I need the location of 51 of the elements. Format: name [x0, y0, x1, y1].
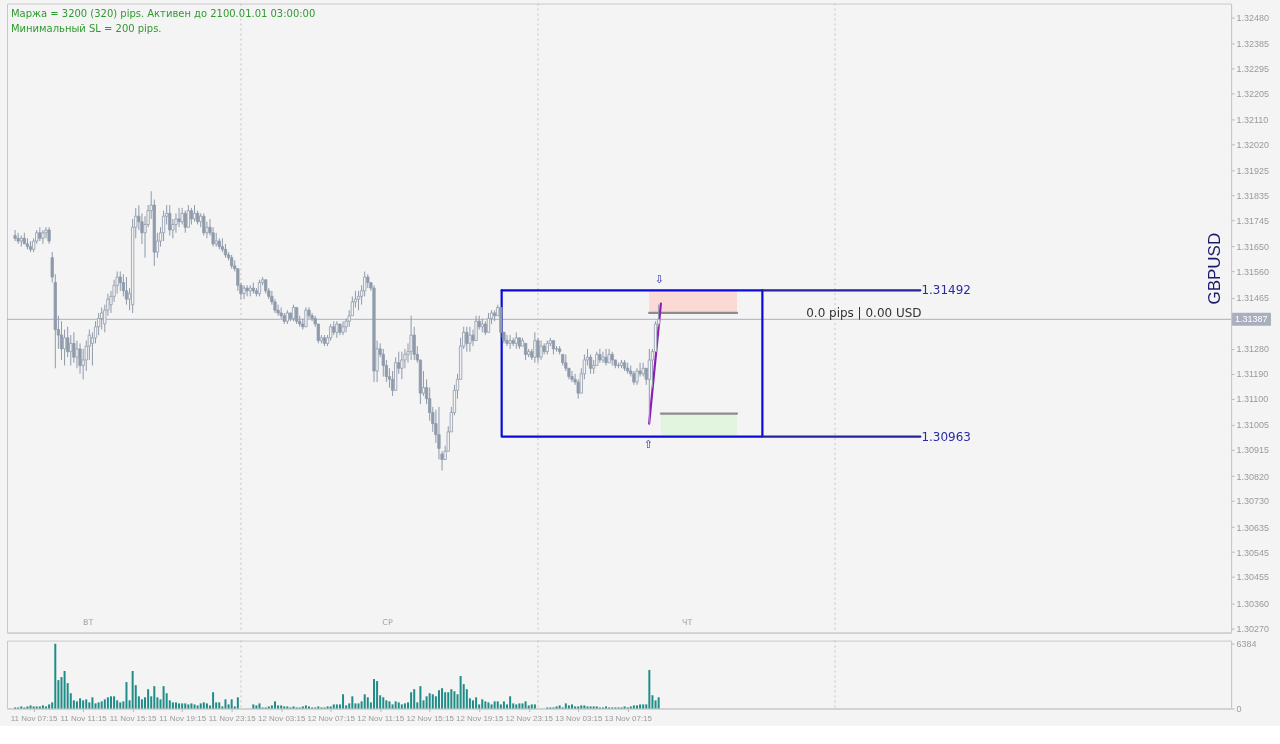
y-tick-label: 1.32110	[1236, 114, 1269, 125]
y-tick-label: 1.30545	[1236, 547, 1269, 558]
y-tick-label: 6384	[1236, 639, 1257, 650]
x-tick-label: 12 Nov 03:15	[257, 713, 306, 723]
y-tick-label: 1.31835	[1236, 190, 1269, 201]
x-tick-label: 12 Nov 11:15	[357, 713, 405, 723]
y-tick-label: 1.30915	[1236, 445, 1269, 456]
annotation: 1.30963	[921, 429, 971, 444]
y-tick-label: 1.30360	[1236, 598, 1269, 609]
annotation: Минимальный SL = 200 pips.	[10, 22, 162, 34]
y-tick-label: 1.31925	[1236, 166, 1269, 177]
y-tick-label: 1.30730	[1236, 496, 1269, 507]
x-tick-label: 13 Nov 07:15	[604, 713, 653, 723]
y-tick-label: 1.31465	[1236, 293, 1269, 304]
x-tick-label: 12 Nov 23:15	[505, 713, 554, 723]
y-tick-label: 1.31190	[1236, 369, 1269, 380]
annotation: ⇧	[643, 438, 654, 452]
x-tick-label: 11 Nov 15:15	[109, 713, 158, 723]
annotation: 1.31492	[921, 283, 971, 298]
x-tick-label: 12 Nov 07:15	[307, 713, 356, 723]
y-tick-label: 1.32020	[1236, 139, 1269, 150]
y-tick-label: 1.31650	[1236, 242, 1269, 253]
x-tick-label: 13 Nov 03:15	[554, 713, 603, 723]
annotation: ЧТ	[681, 618, 693, 628]
x-tick-label: 12 Nov 15:15	[406, 713, 455, 723]
ref-line-label: 1.31387	[1235, 314, 1268, 325]
y-tick-label: 1.32385	[1236, 38, 1269, 49]
y-tick-label: 1.30635	[1236, 522, 1269, 533]
y-tick-label: 1.30270	[1236, 623, 1269, 634]
annotation: ВТ	[82, 618, 94, 628]
y-tick-label: 1.32295	[1236, 63, 1269, 74]
y-tick-label: 1.31280	[1236, 344, 1269, 355]
y-tick-label: 0	[1236, 703, 1242, 714]
y-tick-label: 1.31745	[1236, 215, 1269, 226]
x-tick-label: 11 Nov 11:15	[60, 713, 108, 723]
annotation: СР	[382, 618, 393, 628]
y-tick-label: 1.30820	[1236, 471, 1269, 482]
x-tick-label: 11 Nov 23:15	[208, 713, 257, 723]
x-tick-label: 11 Nov 19:15	[159, 713, 207, 723]
y-tick-label: 1.31005	[1236, 420, 1269, 431]
y-tick-label: 1.30455	[1236, 572, 1269, 583]
x-tick-label: 11 Nov 07:15	[10, 713, 59, 723]
annotation: ⇩	[654, 273, 665, 287]
y-tick-label: 1.32480	[1236, 12, 1269, 23]
annotation: Маржа = 3200 (320) pips. Активен до 2100.01.01 03:00:00	[10, 7, 316, 19]
x-tick-label: 12 Nov 19:15	[455, 713, 504, 723]
y-tick-label: 1.31560	[1236, 266, 1269, 277]
y-tick-label: 1.31100	[1236, 394, 1269, 405]
y-axis-title: GBPUSD	[1204, 232, 1224, 305]
annotation: 0.0 pips | 0.00 USD	[806, 306, 922, 321]
y-tick-label: 1.32205	[1236, 88, 1269, 99]
